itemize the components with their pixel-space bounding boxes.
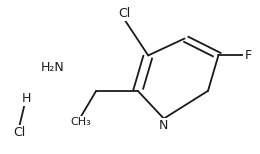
Text: Cl: Cl: [119, 7, 131, 20]
Text: N: N: [159, 119, 168, 132]
Text: H₂N: H₂N: [41, 61, 65, 74]
Text: F: F: [244, 49, 251, 62]
Text: Cl: Cl: [13, 126, 26, 138]
Text: H: H: [21, 92, 31, 105]
Text: CH₃: CH₃: [70, 117, 91, 127]
